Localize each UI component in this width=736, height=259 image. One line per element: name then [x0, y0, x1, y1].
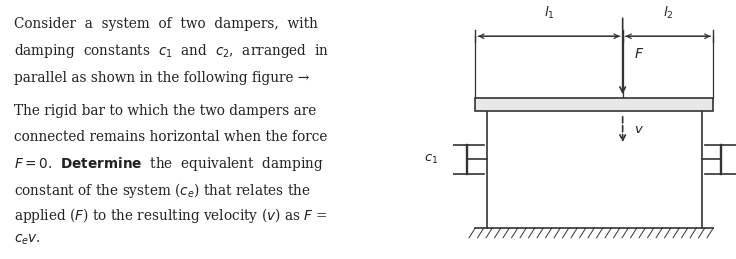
Bar [475, 98, 713, 111]
Text: connected remains horizontal when the force: connected remains horizontal when the fo… [13, 130, 327, 144]
Text: $F$: $F$ [634, 47, 644, 61]
Text: $c_1$: $c_1$ [424, 153, 439, 166]
Text: The rigid bar to which the two dampers are: The rigid bar to which the two dampers a… [13, 104, 316, 118]
Text: $l_1$: $l_1$ [544, 5, 554, 21]
Text: $F = 0$.  $\mathbf{Determine}$  the  equivalent  damping: $F = 0$. $\mathbf{Determine}$ the equiva… [13, 155, 323, 174]
Text: $l_2$: $l_2$ [662, 5, 673, 21]
Text: $v$: $v$ [634, 123, 644, 136]
Text: $c_e v$.: $c_e v$. [13, 233, 40, 247]
Text: constant of the system ($c_e$) that relates the: constant of the system ($c_e$) that rela… [13, 181, 311, 200]
Text: applied ($F$) to the resulting velocity ($v$) as $F$ =: applied ($F$) to the resulting velocity … [13, 206, 328, 225]
Text: damping  constants  $c_1$  and  $c_2$,  arranged  in: damping constants $c_1$ and $c_2$, arran… [13, 42, 328, 60]
Text: parallel as shown in the following figure →: parallel as shown in the following figur… [13, 71, 309, 85]
Text: Consider  a  system  of  two  dampers,  with: Consider a system of two dampers, with [13, 17, 317, 31]
